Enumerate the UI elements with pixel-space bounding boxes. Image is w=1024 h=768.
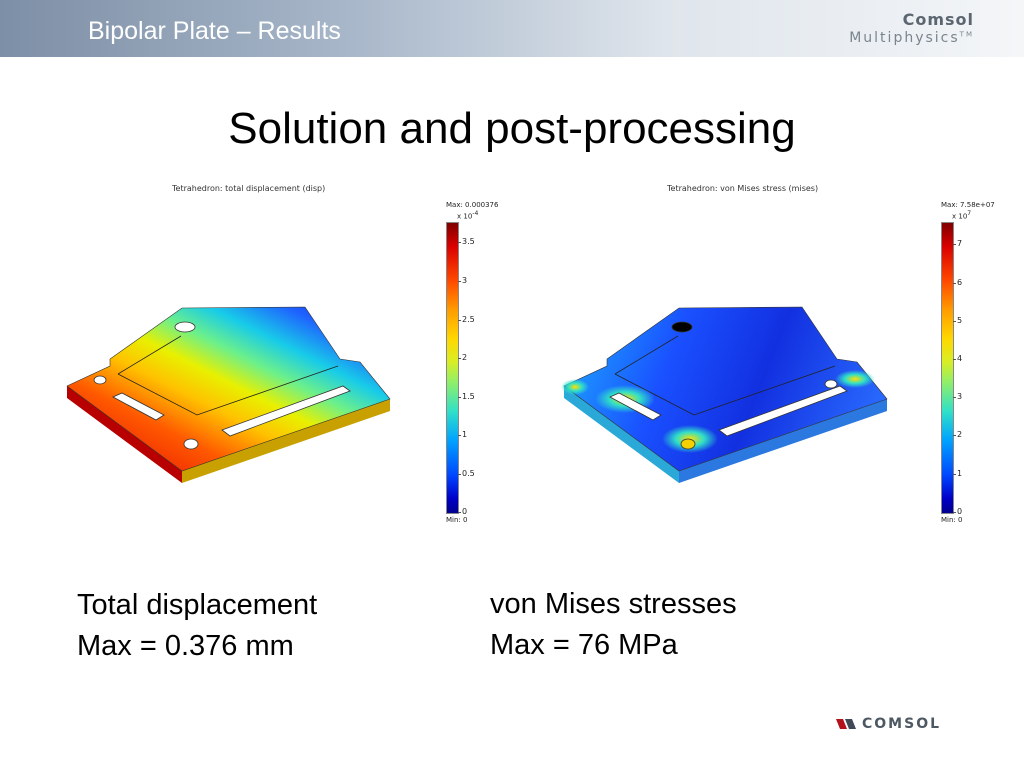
colorbar-tick: 0.5: [458, 469, 475, 478]
logo-line-1: Comsol: [902, 10, 974, 29]
colorbar-tick: 5: [952, 316, 963, 325]
displacement-plot: Tetrahedron: total displacement (disp): [60, 184, 498, 529]
stress-colorbar: [941, 222, 954, 514]
colorbar-exponent: x 10-4: [457, 210, 479, 221]
colorbar-tick: 2: [952, 430, 963, 439]
colorbar-tick: 3: [952, 392, 963, 401]
stress-plot: Tetrahedron: von Mises stress (mises): [555, 184, 995, 529]
colorbar-tick: 2.5: [458, 315, 475, 324]
plot-title: Tetrahedron: total displacement (disp): [172, 184, 326, 193]
colorbar-tick: 1.5: [458, 392, 475, 401]
comsol-multiphysics-logo: Comsol MultiphysicsTM: [849, 10, 974, 46]
colorbar-tick: 0: [457, 507, 468, 516]
caption-line: Max = 0.376 mm: [77, 630, 294, 662]
stress-plate-image: [561, 306, 888, 483]
comsol-mark-icon: [836, 719, 856, 729]
footer-comsol-logo: COMSOL: [862, 716, 942, 732]
displacement-caption: Total displacement Max = 0.376 mm: [77, 585, 317, 667]
colorbar-tick: 7: [952, 239, 963, 248]
colorbar-min-label: Min: 0: [446, 516, 468, 524]
caption-line: von Mises stresses: [490, 588, 737, 620]
header-bar: Bipolar Plate – Results Comsol Multiphys…: [0, 0, 1024, 57]
colorbar-exponent: x 107: [952, 210, 972, 221]
colorbar-tick: 0: [952, 507, 963, 516]
slide-title: Solution and post-processing: [228, 104, 796, 153]
colorbar-tick: 1: [952, 469, 963, 478]
colorbar-tick: 6: [952, 278, 963, 287]
colorbar-tick: 4: [952, 354, 963, 363]
colorbar-max-label: Max: 7.58e+07: [941, 201, 995, 209]
colorbar-tick: 3.5: [458, 237, 475, 246]
caption-line: Max = 76 MPa: [490, 629, 678, 661]
colorbar-tick: 3: [457, 276, 468, 285]
logo-trademark: TM: [959, 30, 974, 39]
colorbar-min-label: Min: 0: [941, 516, 963, 524]
displacement-plate-image: [66, 306, 391, 483]
colorbar-max-label: Max: 0.000376: [446, 201, 499, 209]
stress-caption: von Mises stresses Max = 76 MPa: [490, 584, 737, 666]
header-title: Bipolar Plate – Results: [88, 17, 341, 45]
displacement-colorbar: [446, 222, 459, 514]
colorbar-tick: 1: [457, 430, 468, 439]
colorbar-tick: 2: [457, 353, 468, 362]
caption-line: Total displacement: [77, 589, 318, 621]
logo-line-2: Multiphysics: [849, 30, 960, 46]
plot-title: Tetrahedron: von Mises stress (mises): [667, 184, 819, 193]
